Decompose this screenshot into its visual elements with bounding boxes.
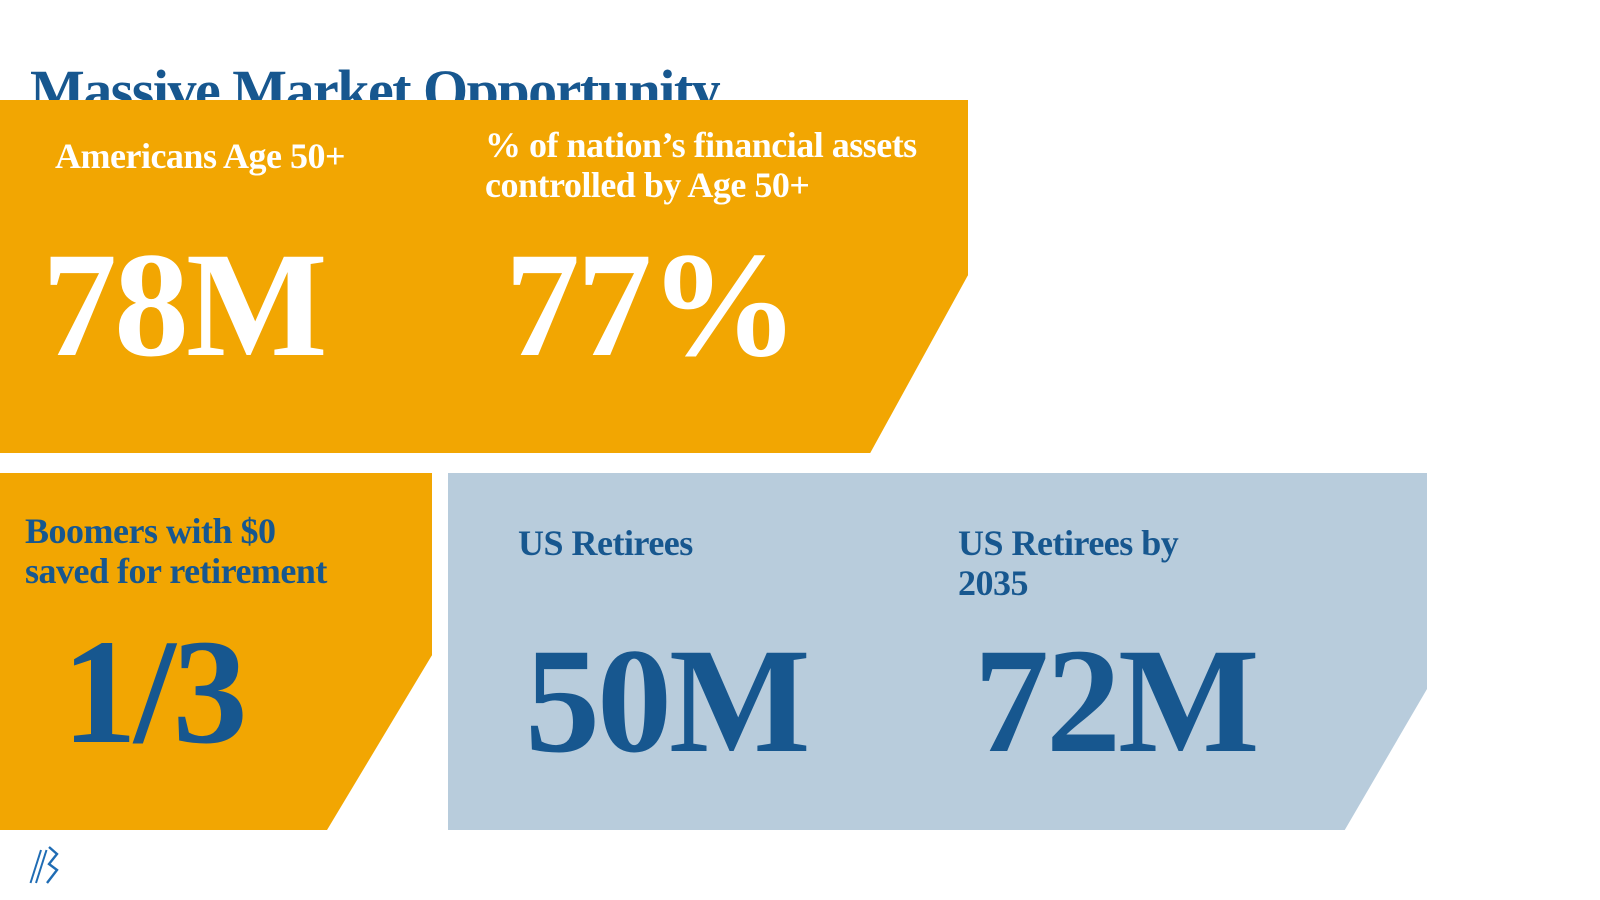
stat-value-financial-assets: 77% [505,222,799,388]
stat-label-line: saved for retirement [25,551,327,592]
stat-label-line: US Retirees [518,523,693,563]
stat-block-us-retirees: US Retirees 50M US Retirees by 2035 72M [448,473,1427,830]
stat-value-boomers: 1/3 [62,609,248,775]
stat-label-us-retirees: US Retirees [518,523,693,563]
stat-block-americans-50-plus: Americans Age 50+ 78M % of nation’s fina… [0,100,968,453]
stat-label-financial-assets: % of nation’s financial assets controlle… [485,125,917,206]
stat-label-line: % of nation’s financial assets [485,125,917,165]
stat-value-us-retirees-2035: 72M [974,618,1260,784]
stat-block-boomers-zero-savings: Boomers with $0 saved for retirement 1/3 [0,473,432,830]
stat-label-line: Boomers with $0 [25,511,276,551]
stat-label-americans-50-plus: Americans Age 50+ [55,136,345,176]
stat-label-line: 2035 [958,563,1029,604]
stat-label-line: controlled by Age 50+ [485,165,810,206]
brand-slash-b-mark-icon [28,845,62,885]
stat-label-us-retirees-2035: US Retirees by 2035 [958,523,1179,604]
stat-label-line: US Retirees by [958,523,1179,563]
stat-value-us-retirees: 50M [525,618,811,784]
stat-value-americans-50-plus: 78M [42,222,328,388]
stat-label-line: Americans Age 50+ [55,136,345,176]
stat-label-boomers: Boomers with $0 saved for retirement [25,511,327,592]
